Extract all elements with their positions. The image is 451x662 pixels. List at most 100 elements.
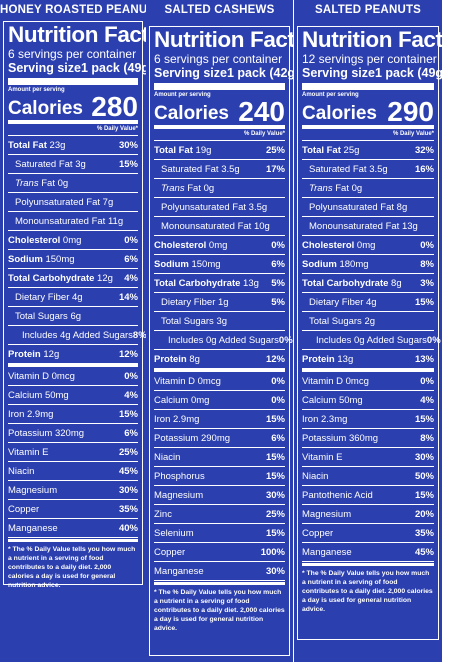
nutrient-row: Polyunsaturated Fat 3.5g: [154, 198, 285, 217]
vitamin-label: Niacin: [154, 452, 181, 463]
calories-row: Calories 240: [154, 96, 285, 127]
nutrient-amount: 23g: [49, 140, 66, 151]
nutrient-label: Total Fat: [154, 145, 193, 156]
nutrient-amount: 3.5g: [248, 202, 268, 213]
vitamin-daily-value: 15%: [414, 490, 434, 501]
vitamin-daily-value: 30%: [265, 566, 285, 577]
vitamin-row: Niacin 15%: [154, 448, 285, 467]
vitamin-daily-value: 20%: [414, 509, 434, 520]
nutrient-row: Protein 12g 12%: [8, 345, 138, 367]
vitamin-label: Vitamin D 0mcg: [302, 376, 369, 387]
vitamin-label: Niacin: [302, 471, 329, 482]
nutrient-row: Total Fat 23g 30%: [8, 136, 138, 155]
nutrient-daily-value: 0%: [420, 240, 434, 251]
nutrient-amount: 4g: [72, 292, 83, 303]
vitamin-row: Niacin 45%: [8, 462, 138, 481]
salted-peanuts-column: SALTED PEANUTS Nutrition Facts 12 serving…: [294, 0, 451, 662]
vitamin-label: Potassium 360mg: [302, 433, 379, 444]
calories-label: Calories: [8, 98, 83, 119]
nutrient-row: Dietary Fiber 4g 15%: [302, 293, 434, 312]
vitamin-daily-value: 30%: [265, 490, 285, 501]
vitamin-label: Potassium 290mg: [154, 433, 231, 444]
vitamin-daily-value: 45%: [118, 466, 138, 477]
vitamin-daily-value: 35%: [118, 504, 138, 515]
servings-per-container: 6 servings per container: [154, 52, 283, 66]
nutrient-label: Cholesterol: [302, 240, 355, 251]
serving-size-value: 1 pack (49g): [374, 66, 448, 80]
vitamin-daily-value: 30%: [118, 485, 138, 496]
serving-size-value: 1 pack (49g): [80, 61, 154, 75]
vitamin-label: Niacin: [8, 466, 35, 477]
vitamin-daily-value: 40%: [118, 523, 138, 534]
vitamin-row: Selenium 15%: [154, 524, 285, 543]
vitamin-label: Magnesium: [302, 509, 352, 520]
nutrient-label: Polyunsaturated Fat: [309, 202, 395, 213]
nutrient-amount: Fat 0g: [335, 183, 363, 194]
nutrient-amount: 8g: [391, 278, 402, 289]
nutrient-amount: 150mg: [191, 259, 221, 270]
divider-medium: [302, 563, 434, 566]
vitamin-daily-value: 15%: [265, 528, 285, 539]
nutrient-label: Saturated Fat: [309, 164, 367, 175]
nutrient-daily-value: 8%: [420, 259, 434, 270]
serving-size-label: Serving size: [8, 61, 81, 75]
nutrient-row: Includes 4g Added Sugars 8%: [8, 326, 147, 345]
vitamin-row: Iron 2.9mg 15%: [8, 405, 138, 424]
nutrient-daily-value: 6%: [124, 254, 138, 265]
vitamin-label: Copper: [302, 528, 334, 539]
nutrient-label: Cholesterol: [8, 235, 61, 246]
nutrient-amount: 2g: [364, 316, 376, 327]
nutrient-daily-value: 15%: [414, 297, 434, 308]
nutrient-row: Total Sugars 2g: [302, 312, 434, 331]
vitamin-row: Niacin 50%: [302, 467, 434, 486]
vitamin-label: Iron 2.9mg: [154, 414, 200, 425]
nutrient-row: Polyunsaturated Fat 8g: [302, 198, 434, 217]
nutrient-row: Includes 0g Added Sugars 0%: [302, 331, 441, 350]
vitamin-row: Magnesium 30%: [8, 481, 138, 500]
nutrient-row: Monounsaturated Fat 13g: [302, 217, 434, 236]
nutrient-daily-value: 12%: [118, 349, 138, 360]
nutrient-row: Includes 0g Added Sugars 0%: [154, 331, 293, 350]
vitamin-row: Vitamin E 25%: [8, 443, 138, 462]
nutrient-amount: 3.5g: [221, 164, 240, 175]
nutrient-label: Sodium: [302, 259, 337, 270]
nutrient-daily-value: 6%: [271, 259, 285, 270]
nutrient-amount: 1g: [218, 297, 229, 308]
vitamin-label: Iron 2.9mg: [8, 409, 54, 420]
nutrient-amount: 4g: [366, 297, 377, 308]
salted-cashews-column: SALTED CASHEWS Nutrition Facts 6 servings…: [146, 0, 307, 662]
nutrient-amount: 6g: [70, 311, 82, 322]
nutrient-amount: 0mg: [356, 240, 376, 251]
vitamin-row: Vitamin E 30%: [302, 448, 434, 467]
vitamin-label: Iron 2.3mg: [302, 414, 348, 425]
calories-row: Calories 280: [8, 93, 138, 121]
calories-value: 240: [238, 96, 285, 127]
vitamin-row: Vitamin D 0mcg 0%: [302, 372, 434, 391]
vitamin-daily-value: 4%: [124, 390, 138, 401]
nutrient-row: Sodium 150mg 6%: [154, 255, 285, 274]
nutrient-amount: 8g: [396, 202, 408, 213]
vitamin-label: Magnesium: [8, 485, 58, 496]
divider-medium: [302, 125, 434, 129]
nutrient-amount: 25g: [343, 145, 360, 156]
vitamin-label: Potassium 320mg: [8, 428, 85, 439]
nutrient-row: Total Carbohydrate 13g 5%: [154, 274, 285, 293]
nutrient-row: Protein 8g 12%: [154, 350, 285, 372]
serving-size-label: Serving size: [154, 66, 227, 80]
vitamin-row: Magnesium 20%: [302, 505, 434, 524]
vitamin-row: Calcium 0mg 0%: [154, 391, 285, 410]
nutrient-amount: 13g: [243, 278, 259, 289]
nutrient-daily-value: 0%: [278, 335, 293, 346]
nutrient-row: Saturated Fat 3.5g 16%: [302, 160, 434, 179]
nutrient-label: Protein: [302, 354, 335, 365]
divider-thick: [8, 78, 138, 85]
vitamin-label: Calcium 50mg: [8, 390, 69, 401]
nutrition-facts-title: Nutrition Facts: [154, 27, 307, 52]
vitamin-label: Copper: [154, 547, 186, 558]
vitamin-row: Calcium 50mg 4%: [302, 391, 434, 410]
nutrient-label: Trans: [161, 183, 185, 194]
nutrient-label: Total Carbohydrate: [302, 278, 389, 289]
product-name: HONEY ROASTED PEANUTS: [0, 4, 146, 16]
nutrient-label: Polyunsaturated Fat: [15, 197, 101, 208]
vitamin-row: Potassium 290mg 6%: [154, 429, 285, 448]
